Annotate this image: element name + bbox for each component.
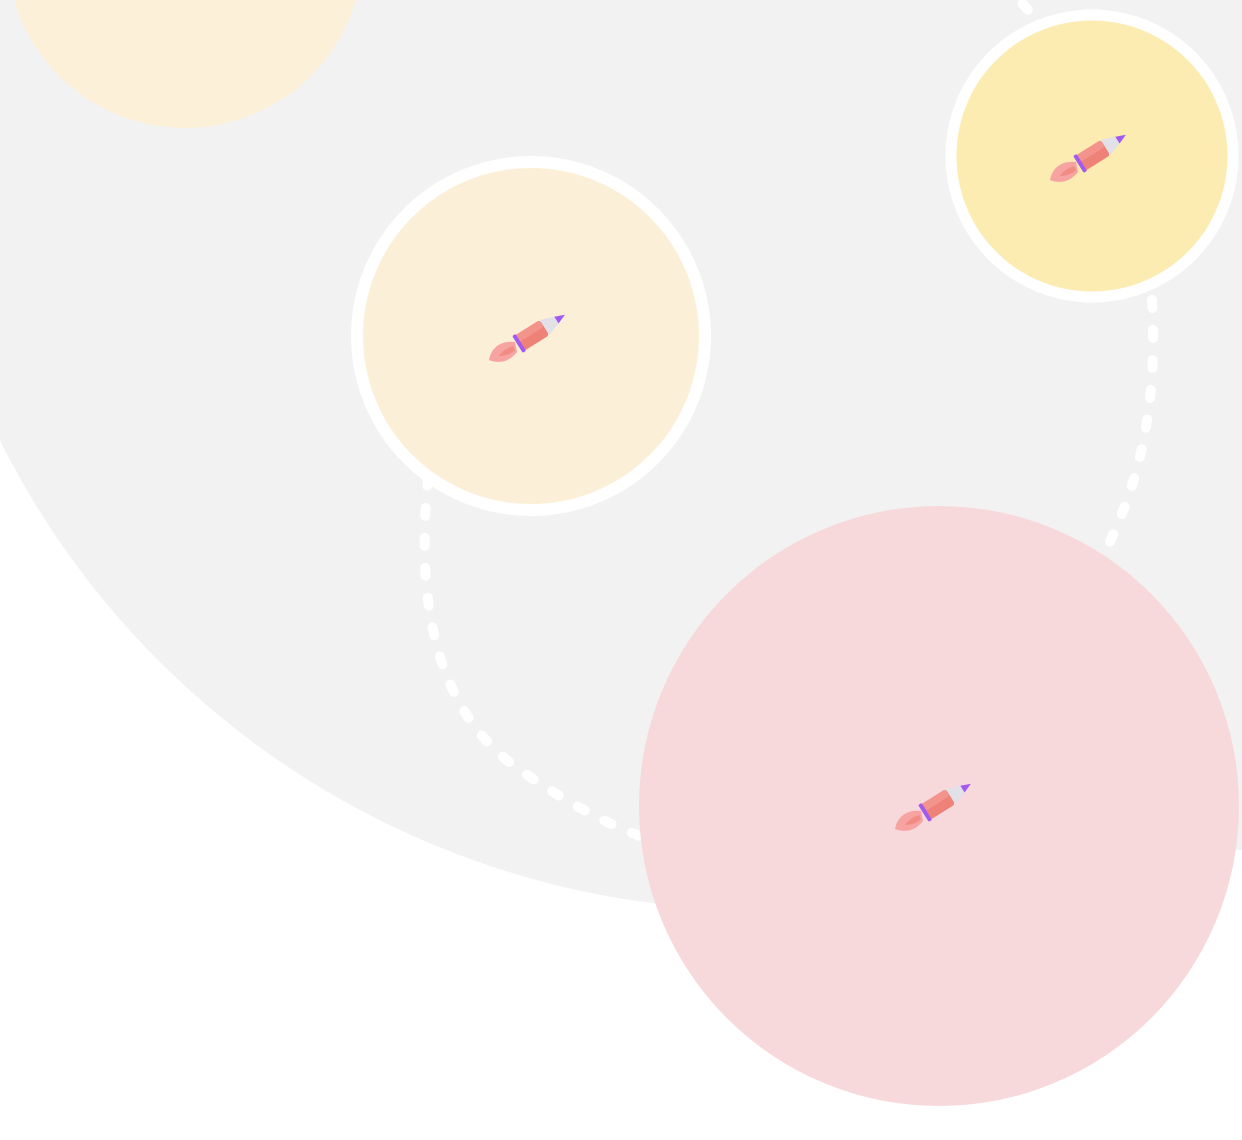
backdrop-right-strip: [1236, 0, 1242, 850]
dashed-path-right: [1101, 295, 1159, 555]
dashed-path-lower: [419, 473, 645, 841]
circle-top-right: [945, 9, 1239, 303]
dashed-path-top: [1013, 0, 1035, 17]
circle-middle-left: [351, 156, 711, 516]
circle-bottom-right: [639, 506, 1239, 1106]
circle-partial-top-left: [14, 0, 356, 128]
